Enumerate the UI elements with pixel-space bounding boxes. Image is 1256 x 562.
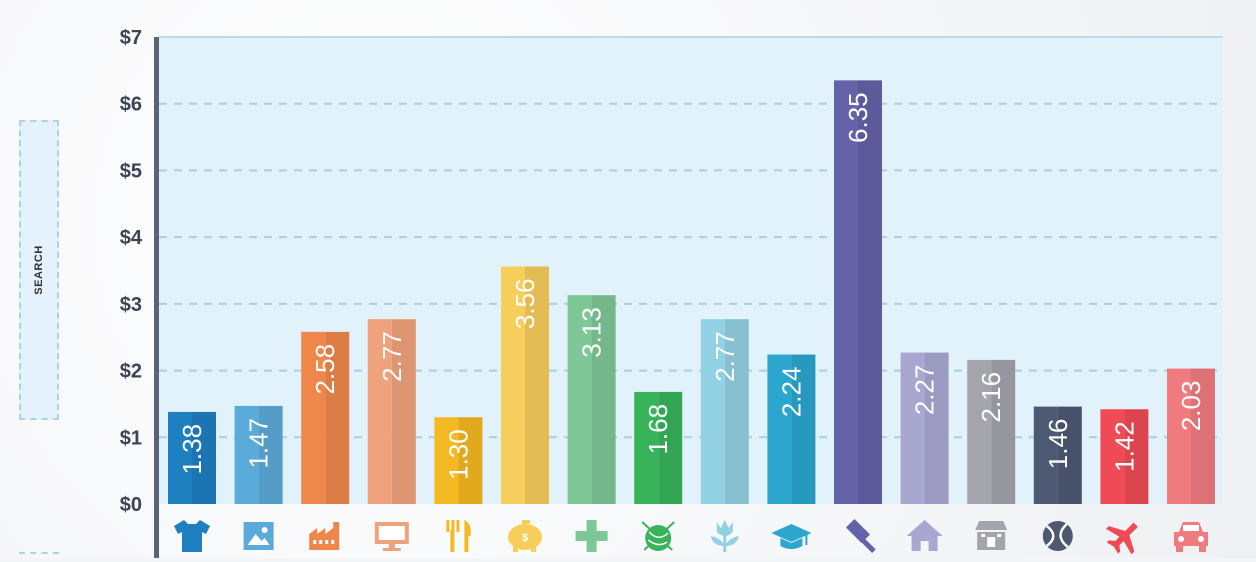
bar-value-label: 2.27 [910, 365, 940, 416]
y-tick-label: $1 [120, 427, 142, 449]
bar-shade [658, 391, 683, 504]
bar [634, 391, 659, 504]
bar-shade [525, 266, 549, 504]
bar-shade [258, 405, 283, 504]
bar [900, 352, 925, 504]
bar-shade [1057, 406, 1082, 504]
bar-value-label: 1.46 [1043, 419, 1073, 470]
store-icon [975, 521, 1008, 550]
bar [567, 295, 592, 504]
category-icons: $ [174, 518, 1208, 555]
y-tick-label: $2 [120, 361, 142, 383]
bar-shade [858, 80, 882, 504]
bar-value-label: 1.68 [643, 404, 673, 455]
y-tick-label: $4 [120, 227, 143, 249]
y-tick-label: $6 [120, 94, 142, 116]
y-tick-label: $7 [120, 27, 142, 49]
search-tab[interactable]: SEARCH [19, 120, 59, 420]
bar [1167, 368, 1191, 504]
yarn-icon [641, 521, 675, 551]
car-icon [1174, 522, 1208, 552]
bar [367, 319, 392, 504]
bar [967, 359, 992, 504]
utensils-icon [446, 520, 471, 552]
tennis-ball-icon [1042, 521, 1073, 551]
bar-value-labels: 1.38 1.47 2.58 2.77 1.30 3.56 3.13 1.68 2.77 2.24… [177, 92, 1206, 480]
plus-icon [575, 520, 608, 552]
bar-value-label: 2.16 [976, 372, 1006, 423]
bar-value-label: 1.47 [244, 418, 274, 469]
monitor-icon [374, 522, 409, 551]
bar-shade [325, 331, 350, 504]
bar-shade [1191, 368, 1215, 504]
graduation-cap-icon [771, 524, 812, 549]
svg-text:$: $ [522, 532, 528, 544]
bar-value-label: 3.13 [577, 307, 607, 358]
bar-value-label: 6.35 [843, 92, 873, 143]
y-tick-label: $3 [120, 294, 142, 316]
bar [434, 417, 459, 504]
bar [501, 266, 525, 504]
bar-shade [724, 319, 749, 504]
piggy-bank-icon: $ [508, 520, 542, 552]
bar-value-label: 3.56 [510, 278, 540, 329]
factory-icon [309, 522, 340, 550]
tshirt-icon [174, 520, 210, 552]
bar-value-label: 1.42 [1109, 421, 1139, 472]
image-icon [243, 522, 274, 550]
bar [168, 411, 192, 504]
bar-value-label: 2.03 [1176, 381, 1206, 432]
flower-icon [710, 520, 739, 552]
bar-shade [791, 354, 816, 504]
bar [767, 354, 792, 504]
bar-shade [458, 417, 483, 504]
bar [234, 405, 259, 504]
bar-shade [591, 295, 616, 504]
home-icon [906, 520, 943, 551]
bar-shade [1124, 409, 1149, 504]
bar [700, 319, 725, 504]
bar-value-label: 2.58 [310, 344, 340, 395]
bar-shade [991, 359, 1016, 504]
bar-shade [192, 411, 216, 504]
bars [168, 80, 1215, 504]
bar [1033, 406, 1058, 504]
gavel-icon [845, 518, 876, 553]
bar-value-label: 1.38 [177, 424, 207, 475]
bar [301, 331, 326, 504]
bar-shade [391, 319, 416, 504]
y-tick-labels: $0 $1 $2 $3 $4 $5 $6 $7 [120, 27, 143, 516]
y-tick-label: $5 [120, 160, 142, 182]
bar [1100, 409, 1125, 504]
bar-value-label: 2.24 [776, 367, 806, 418]
y-tick-label: $0 [120, 494, 142, 516]
bar-value-label: 2.77 [377, 331, 407, 382]
plane-icon [1106, 522, 1138, 555]
side-tab-stub [19, 552, 59, 562]
bar [834, 80, 858, 504]
y-axis-line [154, 37, 159, 558]
bar-value-label: 1.30 [443, 429, 473, 480]
bar-value-label: 2.77 [710, 331, 740, 382]
bar-shade [924, 352, 949, 504]
